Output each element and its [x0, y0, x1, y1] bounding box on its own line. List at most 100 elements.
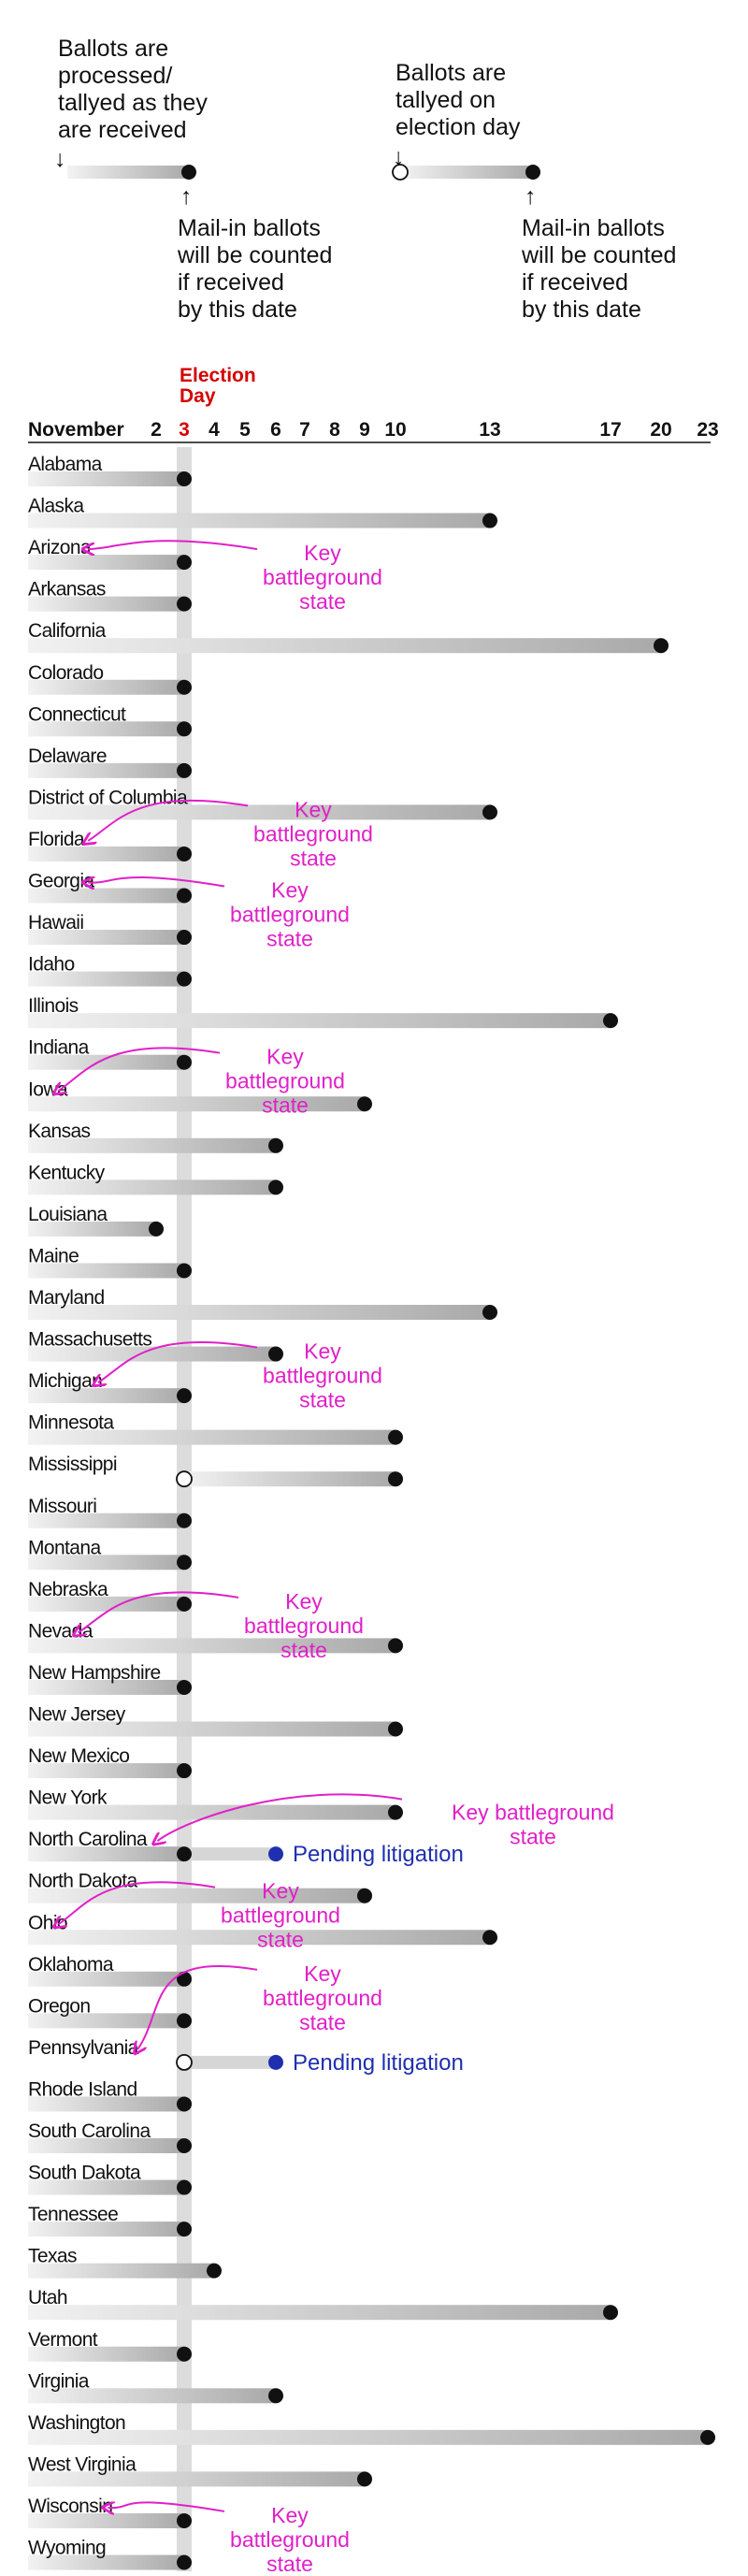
battleground-label: battleground	[263, 1986, 382, 2010]
pending-bar	[184, 2055, 276, 2069]
battleground-label: Key battleground	[452, 1801, 614, 1825]
state-bar	[28, 971, 184, 987]
deadline-dot	[482, 1305, 497, 1320]
state-label: New Hampshire	[28, 1662, 161, 1684]
deadline-dot	[603, 2305, 618, 2321]
state-bar	[28, 721, 184, 737]
deadline-dot	[603, 1013, 618, 1029]
state-bar	[28, 1679, 184, 1695]
state-row: Colorado	[28, 662, 192, 695]
deadline-dot	[177, 2013, 192, 2029]
state-bar	[28, 804, 490, 820]
state-label: Tennessee	[28, 2204, 118, 2225]
legend-left-bottom-line-3: if received	[178, 269, 284, 296]
legend-right-bottom-line-2: will be counted	[521, 242, 676, 268]
state-row: Oklahoma	[28, 1954, 192, 1987]
state-label: Nevada	[28, 1620, 94, 1642]
deadline-dot	[177, 2346, 192, 2362]
battleground-arrow	[157, 1793, 403, 1841]
x-tick-label: 10	[384, 419, 406, 441]
state-label: New York	[28, 1787, 108, 1809]
state-bar	[28, 2096, 184, 2112]
x-axis-label: November	[28, 419, 124, 441]
state-bar	[28, 2346, 184, 2362]
state-label: Idaho	[28, 954, 75, 976]
battleground-label: Key	[285, 1589, 323, 1614]
deadline-dot	[654, 638, 669, 654]
state-row: South Dakota	[28, 2163, 192, 2195]
state-bar	[28, 1596, 184, 1612]
state-bar	[28, 888, 184, 904]
state-bar	[28, 2554, 184, 2570]
state-row: Maine	[28, 1245, 192, 1279]
state-bar	[28, 1096, 365, 1112]
state-bar	[28, 2305, 611, 2321]
deadline-dot	[482, 513, 497, 528]
state-label: Oklahoma	[28, 1954, 114, 1975]
state-row: Oregon	[28, 1995, 192, 2029]
state-label: Connecticut	[28, 703, 126, 725]
state-row: Georgia	[28, 871, 192, 904]
state-label: Pennsylvania	[28, 2037, 139, 2059]
battleground-arrow	[88, 799, 249, 841]
deadline-dot	[177, 930, 192, 946]
state-bar	[28, 1388, 184, 1404]
battleground-label: battleground	[244, 1614, 364, 1638]
state-row: Connecticut	[28, 703, 192, 737]
state-row: Ohio	[28, 1912, 497, 1946]
state-label: Texas	[28, 2246, 77, 2267]
pending-litigation-label: Pending litigation	[293, 2050, 464, 2076]
state-bar	[28, 1930, 490, 1946]
state-row: Nevada	[28, 1620, 403, 1654]
deadline-dot	[177, 2512, 192, 2528]
state-bar	[28, 1221, 156, 1237]
state-row: Pending litigation North Carolina	[28, 1829, 464, 1867]
x-tick-label: 20	[650, 419, 671, 441]
state-label: Georgia	[28, 871, 94, 892]
state-label: District of Columbia	[28, 787, 188, 808]
state-bar	[28, 1305, 490, 1320]
legend-right-bottom-line-3: if received	[522, 269, 628, 296]
state-bar	[28, 2013, 184, 2029]
state-bar	[28, 2179, 184, 2195]
state-row: West Virginia	[28, 2453, 372, 2487]
deadline-dot	[177, 1388, 192, 1404]
legend-left-bottom-line-4: by this date	[178, 297, 297, 323]
x-tick-label: 3	[179, 419, 190, 441]
election-day-start-circle	[176, 2053, 193, 2071]
state-row: Idaho	[28, 954, 192, 987]
deadline-dot	[177, 2221, 192, 2237]
state-row: New Mexico	[28, 1745, 192, 1779]
legend-left-top-line-2: processed/	[58, 63, 172, 89]
state-label: Colorado	[28, 662, 103, 684]
legend-right-bottom-line-4: by this date	[522, 297, 641, 323]
state-label: Florida	[28, 829, 85, 850]
deadline-dot	[177, 471, 192, 486]
x-tick-label: 13	[479, 419, 500, 441]
state-row: Maryland	[28, 1287, 497, 1320]
deadline-dot	[482, 1930, 497, 1946]
deadline-dot	[268, 1179, 283, 1195]
battleground-arrow	[108, 2502, 225, 2511]
state-label: Utah	[28, 2287, 67, 2308]
deadline-dot	[177, 1555, 192, 1570]
state-bar	[28, 596, 184, 612]
state-row: New York	[28, 1787, 403, 1820]
state-row: Mississippi	[28, 1454, 403, 1488]
pending-litigation-label: Pending litigation	[293, 1842, 464, 1867]
legend-right-top-line-3: election day	[396, 114, 521, 140]
battleground-label: battleground	[263, 565, 382, 589]
state-row: Wisconsin	[28, 2496, 192, 2528]
battleground-label: state	[266, 927, 313, 951]
state-row: South Carolina	[28, 2120, 192, 2153]
state-bar	[28, 1763, 184, 1779]
legend-left-top-line-4: are received	[58, 117, 187, 143]
deadline-dot	[177, 1846, 192, 1862]
state-label: New Mexico	[28, 1745, 129, 1767]
arrow-up-icon: ↑	[180, 183, 193, 210]
battleground-label: state	[266, 2552, 313, 2571]
x-tick-label: 17	[599, 419, 621, 441]
x-tick-label: 2	[151, 419, 162, 441]
